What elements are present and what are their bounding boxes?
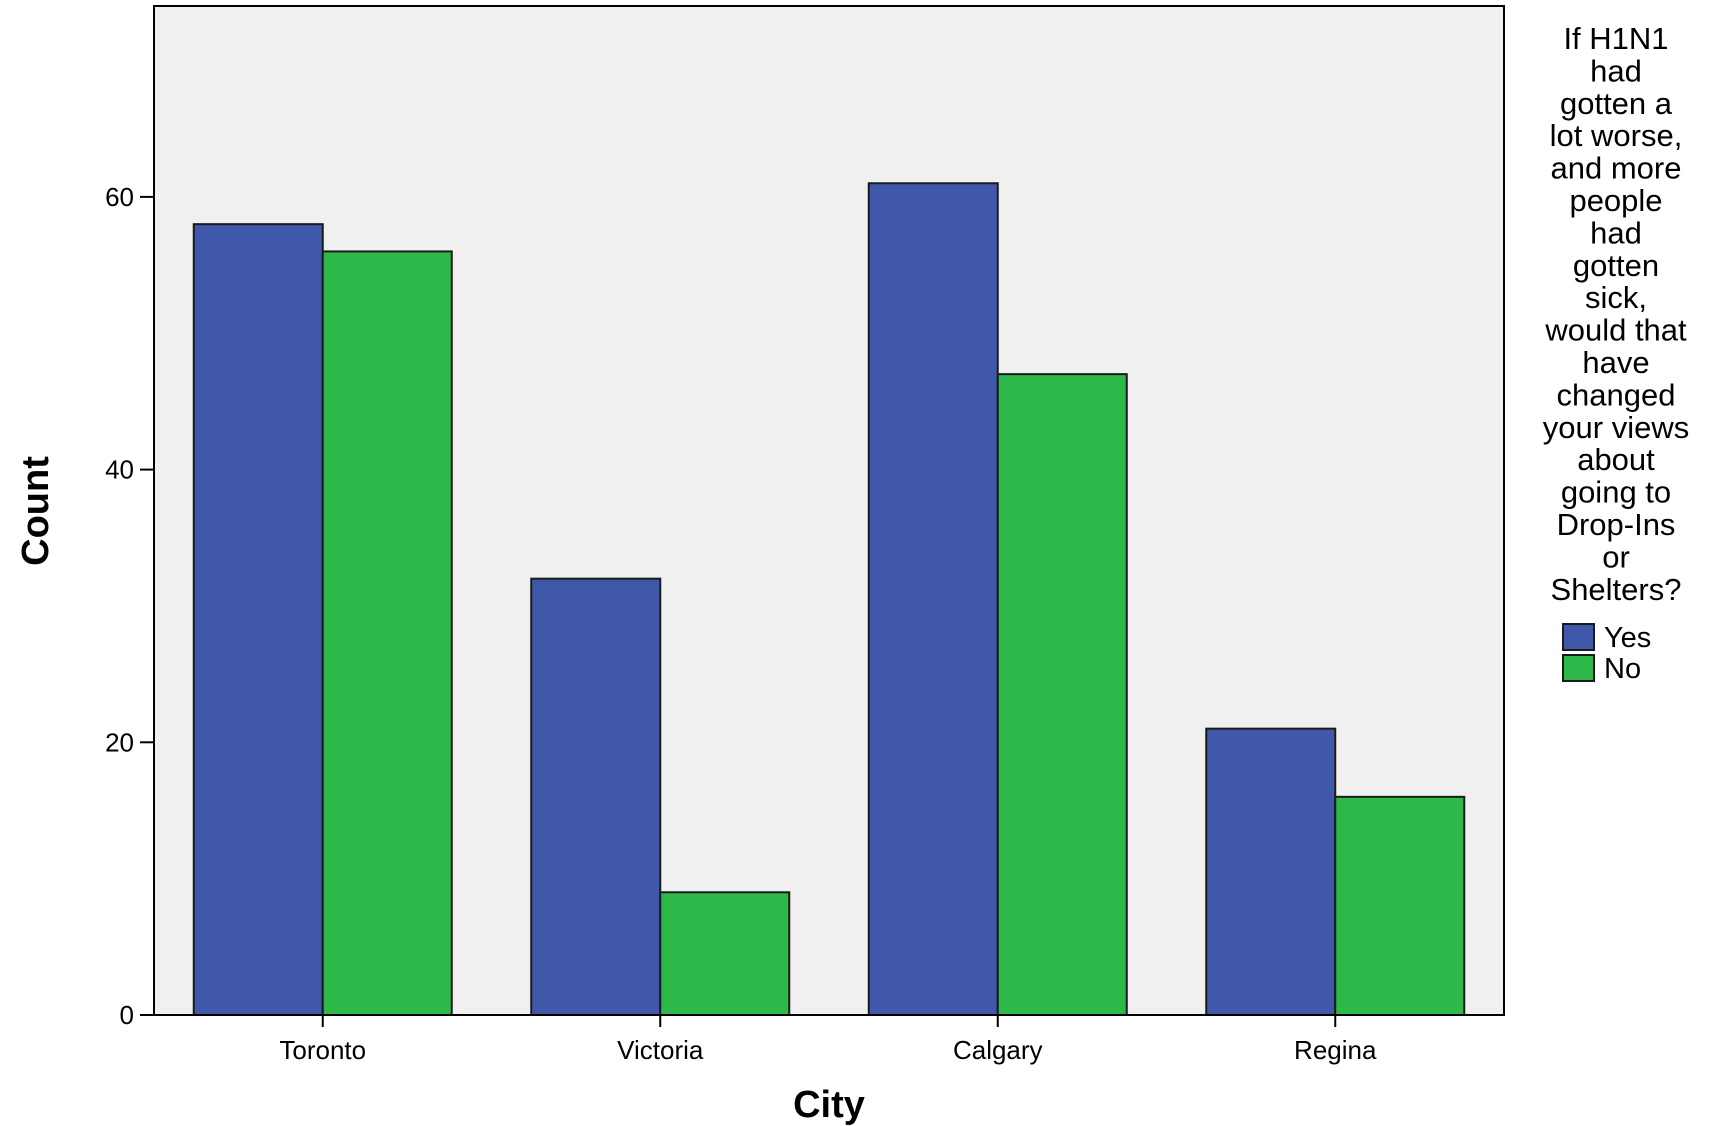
legend-title-line: sick, — [1585, 280, 1647, 315]
x-tick-label: Toronto — [279, 1035, 366, 1065]
legend-swatch-yes — [1562, 623, 1595, 651]
bar-calgary-no — [996, 373, 1128, 1017]
legend-title-line: and more — [1551, 151, 1682, 186]
y-axis-ticks: 0 20 40 60 — [105, 182, 154, 1030]
legend-title-line: about — [1577, 442, 1655, 477]
legend-title-line: would that — [1544, 313, 1687, 348]
y-axis-title: Count — [15, 456, 57, 566]
legend-title-line: going to — [1561, 475, 1671, 510]
x-tick-label: Victoria — [617, 1035, 704, 1065]
bar-calgary-yes — [867, 182, 999, 1016]
legend-title-line: Drop-Ins — [1557, 507, 1676, 542]
bar-victoria-no — [659, 891, 791, 1017]
legend-title-line: your views — [1543, 410, 1689, 445]
bar-regina-no — [1334, 795, 1466, 1016]
y-tick-label: 40 — [105, 455, 134, 485]
y-tick-label: 20 — [105, 727, 134, 757]
x-axis-title: City — [793, 1084, 865, 1126]
legend-title-line: gotten a — [1560, 86, 1673, 121]
y-tick-label: 0 — [120, 1000, 134, 1030]
legend-title-line: had — [1590, 53, 1642, 88]
legend-label-yes: Yes — [1604, 622, 1651, 654]
legend-label-no: No — [1604, 653, 1641, 685]
legend-title-line: or — [1602, 539, 1630, 574]
x-tick-label: Calgary — [953, 1035, 1043, 1065]
legend-title-line: gotten — [1573, 248, 1659, 283]
legend-title-line: have — [1582, 345, 1649, 380]
legend-title-line: people — [1569, 183, 1662, 218]
legend-title-line: Shelters? — [1551, 572, 1682, 607]
bar-regina-yes — [1205, 727, 1337, 1016]
bar-toronto-no — [321, 250, 453, 1016]
x-tick-label: Regina — [1294, 1035, 1377, 1065]
legend-title-line: changed — [1557, 377, 1676, 412]
legend-title-line: If H1N1 — [1563, 21, 1668, 56]
bar-toronto-yes — [192, 223, 324, 1016]
y-tick-label: 60 — [105, 182, 134, 212]
bars-group — [192, 182, 1466, 1017]
legend-title-line: had — [1590, 215, 1642, 250]
bar-victoria-yes — [530, 577, 662, 1016]
legend-title-line: lot worse, — [1550, 118, 1683, 153]
legend-swatch-no — [1562, 654, 1595, 682]
x-axis-ticks: Toronto Victoria Calgary Regina — [279, 1015, 1377, 1065]
